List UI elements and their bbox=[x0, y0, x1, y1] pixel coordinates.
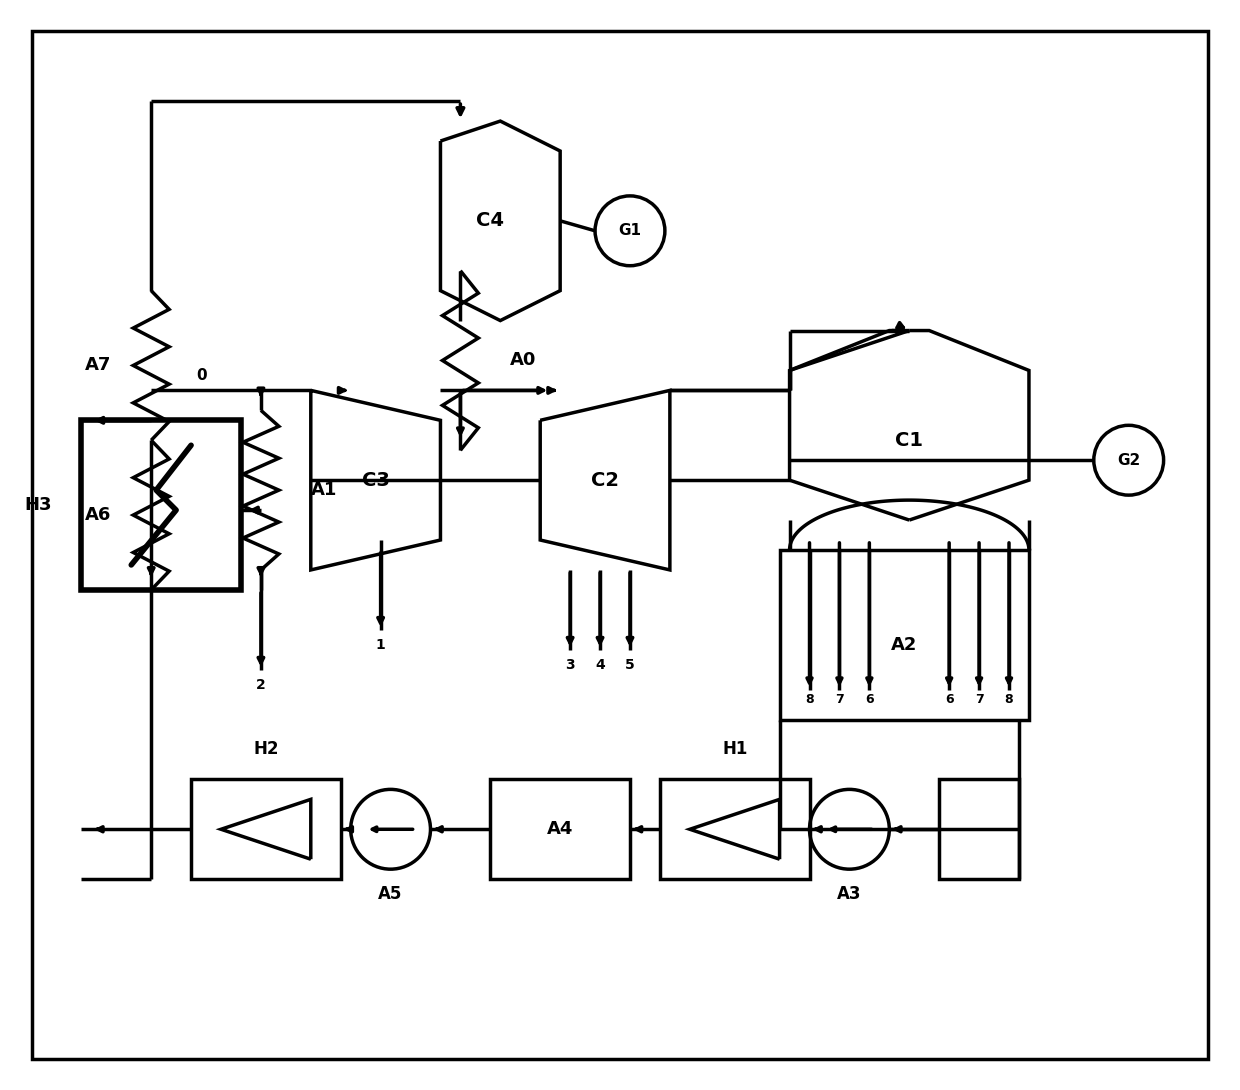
Text: C4: C4 bbox=[476, 211, 505, 230]
Text: 0: 0 bbox=[196, 368, 206, 383]
Text: 7: 7 bbox=[835, 693, 843, 706]
Text: A1: A1 bbox=[311, 481, 337, 499]
Bar bbox=[490, 779, 630, 880]
Text: 6: 6 bbox=[945, 693, 954, 706]
Text: H2: H2 bbox=[253, 740, 279, 759]
Text: H3: H3 bbox=[24, 496, 51, 514]
Text: 8: 8 bbox=[1004, 693, 1013, 706]
Text: C1: C1 bbox=[895, 431, 924, 450]
Text: G1: G1 bbox=[619, 223, 641, 239]
Text: 1: 1 bbox=[376, 638, 386, 652]
Bar bbox=[939, 779, 1019, 880]
Text: A7: A7 bbox=[84, 356, 112, 375]
Text: 3: 3 bbox=[565, 657, 575, 671]
Text: C3: C3 bbox=[362, 471, 389, 489]
Text: 7: 7 bbox=[975, 693, 983, 706]
Text: A6: A6 bbox=[84, 506, 112, 524]
Text: 4: 4 bbox=[595, 657, 605, 671]
Bar bbox=[660, 779, 810, 880]
Text: A2: A2 bbox=[892, 635, 918, 654]
Bar bbox=[780, 550, 1029, 719]
Text: H1: H1 bbox=[722, 740, 748, 759]
Text: 2: 2 bbox=[255, 678, 265, 692]
Text: A5: A5 bbox=[378, 885, 403, 904]
Text: A0: A0 bbox=[511, 351, 537, 370]
Text: 6: 6 bbox=[866, 693, 874, 706]
Text: C2: C2 bbox=[591, 471, 619, 489]
Bar bbox=[191, 779, 341, 880]
Text: G2: G2 bbox=[1117, 452, 1141, 468]
Text: 5: 5 bbox=[625, 657, 635, 671]
Bar bbox=[82, 421, 241, 590]
Text: A4: A4 bbox=[547, 821, 573, 838]
Text: A3: A3 bbox=[837, 885, 862, 904]
Text: 8: 8 bbox=[805, 693, 813, 706]
